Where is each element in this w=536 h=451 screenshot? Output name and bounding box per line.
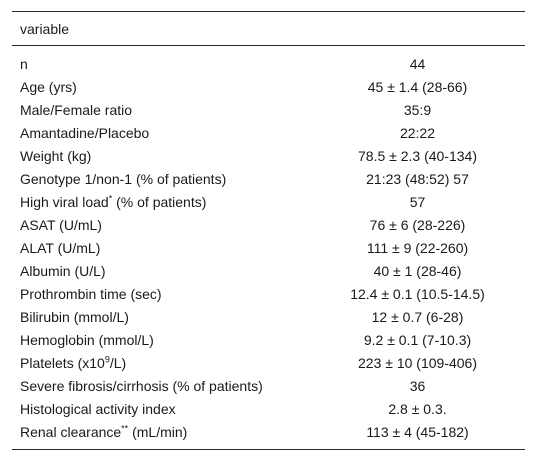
row-label: Prothrombin time (sec) (20, 285, 162, 302)
table-row: Bilirubin (mmol/L) 12 ± 0.7 (6-28) (12, 305, 525, 328)
table-header: variable (12, 12, 525, 45)
row-value: 2.8 ± 0.3. (388, 400, 447, 417)
row-label: Age (yrs) (20, 78, 77, 95)
row-label: Severe fibrosis/cirrhosis (% of patients… (20, 377, 263, 394)
row-value: 111 ± 9 (22-260) (366, 239, 469, 256)
table-row: Albumin (U/L) 40 ± 1 (28-46) (12, 259, 525, 282)
table-row: Male/Female ratio 35:9 (12, 98, 525, 121)
row-label: High viral load* (% of patients) (12, 192, 310, 210)
row-value: 57 (409, 193, 426, 210)
row-value: 21:23 (48:52) 57 (366, 170, 469, 187)
table-row: n 44 (12, 52, 525, 75)
row-value: 45 ± 1.4 (28-66) (367, 78, 468, 95)
table-body: n 44 Age (yrs) 45 ± 1.4 (28-66) Male/Fem… (12, 46, 525, 449)
row-label: Weight (kg) (20, 147, 92, 164)
footnote-marker: ** (121, 422, 129, 433)
row-label: ASAT (U/mL) (20, 216, 102, 233)
row-value: 36 (409, 377, 426, 394)
row-label: Platelets (x109/L) (12, 353, 310, 371)
table-row: Age (yrs) 45 ± 1.4 (28-66) (12, 75, 525, 98)
table-row: Renal clearance** (mL/min) 113 ± 4 (45-1… (12, 420, 525, 443)
label-text: /L) (109, 354, 127, 371)
table-row: Platelets (x109/L) 223 ± 10 (109-406) (12, 351, 525, 374)
table-row: Weight (kg) 78.5 ± 2.3 (40-134) (12, 144, 525, 167)
label-text: (% of patients) (112, 193, 207, 210)
table-row: Amantadine/Placebo 22:22 (12, 121, 525, 144)
row-label: ALAT (U/mL) (20, 239, 101, 256)
row-value: 113 ± 4 (45-182) (366, 423, 469, 440)
row-value: 223 ± 10 (109-406) (358, 354, 477, 371)
row-label: Bilirubin (mmol/L) (20, 308, 129, 325)
table-row: ASAT (U/mL) 76 ± 6 (28-226) (12, 213, 525, 236)
row-label: Male/Female ratio (20, 101, 133, 118)
row-label: Hemoglobin (mmol/L) (20, 331, 154, 348)
header-rule (12, 45, 525, 46)
row-value: 44 (409, 55, 426, 72)
label-text: Renal clearance (20, 423, 122, 440)
top-rule (12, 11, 525, 12)
exponent: 9 (104, 353, 110, 364)
label-text: High viral load (20, 193, 109, 210)
row-value: 22:22 (399, 124, 436, 141)
patient-characteristics-table: variable n 44 Age (yrs) 45 ± 1.4 (28-66)… (12, 11, 525, 450)
row-label: Renal clearance** (mL/min) (12, 422, 310, 440)
row-label: n (20, 55, 28, 72)
table-row: Prothrombin time (sec) 12.4 ± 0.1 (10.5-… (12, 282, 525, 305)
table-row: ALAT (U/mL) 111 ± 9 (22-260) (12, 236, 525, 259)
table-row: Severe fibrosis/cirrhosis (% of patients… (12, 374, 525, 397)
footnote-marker: * (108, 192, 113, 203)
row-value: 40 ± 1 (28-46) (373, 262, 462, 279)
row-label: Amantadine/Placebo (20, 124, 150, 141)
header-label: variable (20, 20, 70, 37)
row-label: Genotype 1/non-1 (% of patients) (20, 170, 227, 187)
table-row: Hemoglobin (mmol/L) 9.2 ± 0.1 (7-10.3) (12, 328, 525, 351)
table-row: Histological activity index 2.8 ± 0.3. (12, 397, 525, 420)
row-label: Albumin (U/L) (20, 262, 106, 279)
row-value: 9.2 ± 0.1 (7-10.3) (363, 331, 472, 348)
bottom-rule (12, 449, 525, 450)
row-value: 12 ± 0.7 (6-28) (371, 308, 464, 325)
table-row: Genotype 1/non-1 (% of patients) 21:23 (… (12, 167, 525, 190)
label-text: Platelets (x10 (20, 354, 105, 371)
row-value: 76 ± 6 (28-226) (369, 216, 466, 233)
label-text: (mL/min) (128, 423, 188, 440)
row-value: 35:9 (403, 101, 432, 118)
table-row: High viral load* (% of patients) 57 (12, 190, 525, 213)
row-value: 78.5 ± 2.3 (40-134) (358, 147, 477, 164)
row-value: 12.4 ± 0.1 (10.5-14.5) (350, 285, 485, 302)
row-label: Histological activity index (20, 400, 176, 417)
